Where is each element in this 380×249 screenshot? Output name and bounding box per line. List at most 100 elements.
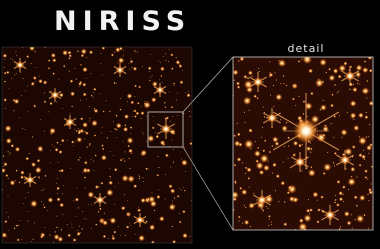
star	[162, 67, 163, 68]
star	[143, 133, 144, 134]
star	[14, 74, 15, 75]
bright-star	[257, 195, 267, 205]
star	[56, 226, 58, 228]
star	[48, 111, 49, 112]
star	[23, 203, 24, 204]
star	[102, 220, 108, 226]
star	[364, 176, 367, 179]
star	[310, 151, 312, 153]
star	[160, 62, 161, 63]
star	[76, 130, 78, 132]
star	[340, 226, 342, 228]
star	[351, 214, 353, 216]
star	[342, 193, 344, 195]
star	[116, 123, 122, 129]
star	[52, 58, 56, 62]
star	[9, 180, 15, 186]
star	[59, 203, 64, 208]
star	[63, 65, 66, 68]
star	[106, 137, 108, 139]
star	[286, 85, 288, 87]
star	[85, 188, 86, 189]
star	[25, 90, 26, 91]
inset-label: detail	[288, 42, 325, 55]
star	[134, 115, 137, 118]
star	[118, 183, 119, 184]
star	[253, 94, 257, 98]
star	[34, 222, 35, 223]
star	[309, 208, 313, 212]
star	[28, 211, 29, 212]
star	[36, 67, 37, 68]
star	[57, 197, 61, 201]
star	[111, 53, 114, 56]
star	[151, 75, 152, 76]
star	[280, 181, 285, 186]
star	[141, 150, 147, 156]
star	[367, 193, 369, 195]
star	[242, 162, 244, 164]
star	[89, 120, 90, 121]
star	[233, 79, 235, 81]
star	[125, 235, 126, 236]
star	[71, 140, 74, 143]
star	[118, 226, 119, 227]
star	[237, 132, 241, 136]
star	[48, 67, 50, 69]
star	[20, 72, 21, 73]
star	[54, 146, 55, 147]
star	[358, 136, 367, 145]
star	[73, 145, 74, 146]
star	[237, 85, 241, 89]
bright-star	[295, 157, 305, 167]
star	[328, 74, 335, 81]
star	[100, 53, 101, 54]
star	[130, 58, 131, 59]
star	[309, 213, 311, 215]
star	[322, 134, 325, 137]
star	[146, 141, 147, 142]
star	[112, 235, 114, 237]
star	[53, 241, 54, 242]
star	[120, 235, 121, 236]
star	[62, 193, 63, 194]
star	[67, 234, 71, 238]
star	[79, 81, 82, 84]
star	[152, 81, 158, 87]
star	[322, 100, 324, 102]
star	[268, 215, 271, 218]
star	[275, 94, 282, 101]
star	[170, 166, 171, 167]
star	[341, 136, 343, 138]
star	[365, 136, 367, 138]
star	[49, 102, 53, 106]
star	[250, 148, 252, 150]
star	[344, 131, 346, 133]
star	[234, 180, 236, 182]
star	[51, 144, 52, 145]
star	[323, 172, 326, 175]
star	[69, 54, 72, 57]
star	[106, 100, 107, 101]
star	[177, 115, 178, 116]
star	[27, 111, 28, 112]
bright-star	[161, 124, 171, 134]
star	[7, 178, 9, 180]
star	[63, 185, 64, 186]
star	[238, 216, 241, 219]
star	[188, 90, 189, 91]
star	[93, 88, 96, 91]
star	[93, 170, 94, 171]
star	[57, 162, 58, 163]
star	[43, 80, 47, 84]
star	[37, 159, 41, 163]
star	[258, 68, 260, 70]
star	[5, 174, 8, 177]
star	[119, 108, 121, 110]
star	[347, 221, 352, 226]
star	[38, 79, 43, 84]
star	[283, 222, 287, 226]
star	[370, 183, 372, 185]
star	[271, 224, 273, 226]
star	[129, 69, 130, 70]
